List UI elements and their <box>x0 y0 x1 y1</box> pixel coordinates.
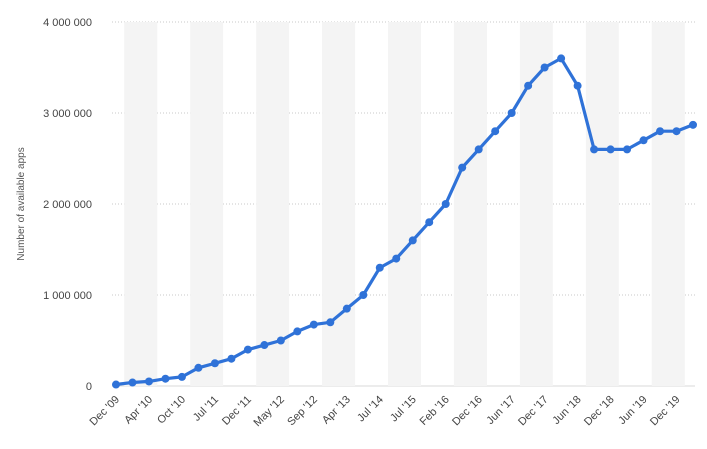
y-tick-label: 2 000 000 <box>43 199 92 211</box>
data-point[interactable] <box>573 81 582 90</box>
data-point[interactable] <box>392 254 401 263</box>
x-tick-label: Jul '15 <box>388 394 419 425</box>
x-tick-label: Apr '10 <box>122 394 155 427</box>
background-band <box>322 22 356 386</box>
y-axis-title: Number of available apps <box>16 147 27 260</box>
x-tick-label: Dec '19 <box>648 394 683 429</box>
y-tick-label: 4 000 000 <box>43 17 92 29</box>
data-point[interactable] <box>623 145 632 154</box>
x-tick-label: Jun '19 <box>616 394 649 427</box>
data-point[interactable] <box>507 109 516 117</box>
data-point[interactable] <box>474 145 483 154</box>
x-tick-label: Jul '11 <box>191 394 221 424</box>
data-point[interactable] <box>128 378 137 387</box>
data-point[interactable] <box>441 200 450 208</box>
background-band <box>453 22 487 386</box>
data-point[interactable] <box>606 145 615 154</box>
data-point[interactable] <box>161 374 170 383</box>
background-band <box>190 22 224 386</box>
data-point[interactable] <box>557 54 566 63</box>
data-point[interactable] <box>656 127 665 136</box>
data-point[interactable] <box>359 291 368 299</box>
data-point[interactable] <box>425 218 434 227</box>
y-tick-label: 0 <box>86 381 92 393</box>
data-point[interactable] <box>210 359 219 368</box>
data-point[interactable] <box>590 145 599 154</box>
data-points <box>112 54 697 389</box>
x-tick-label: Dec '09 <box>88 394 123 429</box>
x-tick-label: Jun '18 <box>550 394 583 427</box>
background-band <box>585 22 619 386</box>
data-point[interactable] <box>408 236 417 245</box>
x-tick-label: Jul '14 <box>355 394 386 425</box>
data-point[interactable] <box>260 341 269 350</box>
data-point[interactable] <box>309 320 318 329</box>
x-tick-label: Dec '17 <box>516 394 551 429</box>
x-tick-label: Sep '12 <box>285 394 320 429</box>
x-tick-label: Oct '10 <box>155 394 188 427</box>
data-point[interactable] <box>177 372 186 381</box>
data-point[interactable] <box>144 377 153 386</box>
data-point[interactable] <box>293 327 302 336</box>
x-tick-label: May '12 <box>251 394 286 429</box>
data-point[interactable] <box>491 127 500 136</box>
x-tick-label: Feb '16 <box>418 394 452 428</box>
x-tick-label: Dec '18 <box>582 394 617 429</box>
data-point[interactable] <box>227 354 236 363</box>
background-band <box>388 22 421 386</box>
data-point[interactable] <box>194 363 203 372</box>
x-tick-label: Jun '17 <box>484 394 517 427</box>
x-tick-label: Dec '16 <box>450 394 485 429</box>
background-bands <box>124 22 685 386</box>
data-point[interactable] <box>375 263 384 272</box>
data-point[interactable] <box>458 163 467 172</box>
y-axis: 0 1 000 000 2 000 000 3 000 000 4 000 000 <box>43 17 92 393</box>
background-band <box>256 22 290 386</box>
y-tick-label: 3 000 000 <box>43 108 92 120</box>
data-point[interactable] <box>524 81 533 90</box>
background-band <box>651 22 685 386</box>
data-point[interactable] <box>689 120 697 129</box>
background-band <box>124 22 158 386</box>
data-point[interactable] <box>639 136 648 145</box>
data-point[interactable] <box>276 336 285 345</box>
background-band <box>519 22 553 386</box>
data-point[interactable] <box>342 304 351 313</box>
y-tick-label: 1 000 000 <box>43 290 92 302</box>
x-tick-label: Apr '13 <box>320 394 353 427</box>
data-point[interactable] <box>243 345 252 354</box>
data-point[interactable] <box>540 63 549 72</box>
x-tick-label: Dec '11 <box>220 394 254 428</box>
data-point[interactable] <box>672 127 681 136</box>
data-point[interactable] <box>112 380 120 389</box>
data-point[interactable] <box>326 318 335 327</box>
